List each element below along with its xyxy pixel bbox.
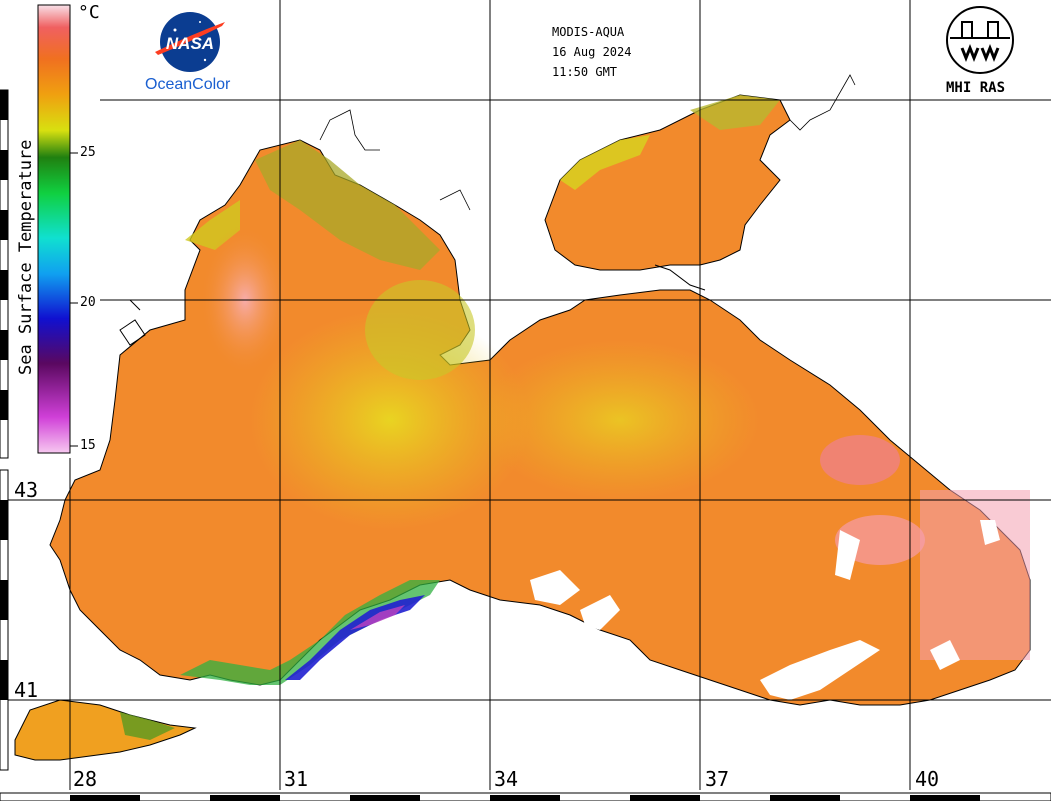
se-hotspot xyxy=(835,515,925,565)
legend-ticks xyxy=(70,152,78,447)
sensor-label: MODIS-AQUA xyxy=(552,25,625,39)
legend-tick-20: 20 xyxy=(80,295,96,310)
legend-title: Sea Surface Temperature xyxy=(16,140,36,375)
east-yellow-zone xyxy=(480,340,760,500)
lat-label-41: 41 xyxy=(14,678,39,702)
cloud-gap-4 xyxy=(760,640,880,700)
lon-label-28: 28 xyxy=(73,767,98,791)
legend-colorbar xyxy=(37,4,71,454)
north-rivers xyxy=(319,109,471,211)
legend-tick-25: 25 xyxy=(80,145,96,160)
bottom-scale-bar xyxy=(0,792,1051,801)
upwelling-green xyxy=(180,580,440,685)
azov-north-rivers xyxy=(789,74,856,131)
oceancolor-caption: OceanColor xyxy=(145,76,231,93)
svg-text:NASA: NASA xyxy=(166,34,214,53)
lon-label-31: 31 xyxy=(284,767,309,791)
nw-shelf-cool xyxy=(255,140,440,270)
cloud-gap-1 xyxy=(530,570,580,605)
cloud-gap-2 xyxy=(580,595,620,630)
lon-label-34: 34 xyxy=(494,767,519,791)
central-yellow-zone xyxy=(250,310,530,530)
azov-north-rim xyxy=(690,95,780,130)
mhi-ras-logo-icon xyxy=(946,6,1014,74)
legend-unit: °C xyxy=(78,2,100,23)
kerch-coast xyxy=(654,264,706,291)
cloud-gap-5 xyxy=(930,640,960,670)
nasa-logo-icon: NASA xyxy=(155,12,225,72)
marmara-east xyxy=(120,712,175,740)
cloud-speckle-east xyxy=(920,490,1030,660)
cloud-gap-3 xyxy=(835,530,860,580)
legend-tick-15: 15 xyxy=(80,438,96,453)
lon-label-40: 40 xyxy=(915,767,940,791)
upwelling-purple xyxy=(350,605,405,630)
marmara-sea-water xyxy=(14,699,197,761)
date-label: 16 Aug 2024 xyxy=(552,45,632,59)
azov-shallows xyxy=(560,135,650,190)
east-hotspot xyxy=(820,435,900,485)
danube-coast xyxy=(119,299,146,346)
lon-label-37: 37 xyxy=(705,767,730,791)
lat-label-43: 43 xyxy=(14,478,39,502)
cloud-gap-6 xyxy=(980,520,1000,545)
crimea-yellow xyxy=(365,280,475,380)
time-label: 11:50 GMT xyxy=(552,65,618,79)
left-scale-bar xyxy=(0,89,9,771)
mhi-ras-caption: MHI RAS xyxy=(946,80,1006,96)
